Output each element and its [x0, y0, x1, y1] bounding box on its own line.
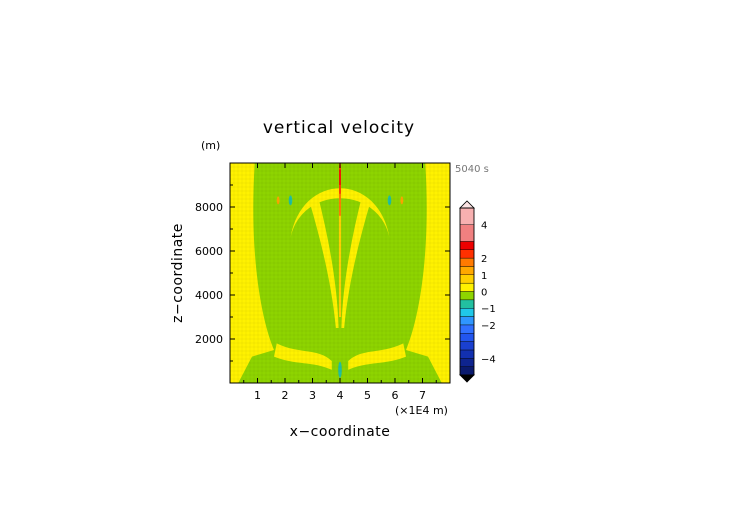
- colorbar-segment: [459, 274, 475, 284]
- colorbar-frame: [459, 207, 475, 376]
- colorbar-segment: [459, 358, 475, 367]
- y-tick-label: 6000: [195, 245, 223, 258]
- chart-title: vertical velocity: [263, 118, 415, 138]
- updraft-spot-right: [400, 196, 404, 205]
- x-tick-label: 5: [364, 389, 371, 402]
- colorbar-segment: [459, 241, 475, 250]
- colorbar-segment: [459, 349, 475, 359]
- colorbar-segment: [459, 341, 475, 351]
- colorbar-segment: [459, 308, 475, 317]
- colorbar-min-arrow: [459, 374, 475, 383]
- x-tick-label: 7: [419, 389, 426, 402]
- colorbar-tick-label: 2: [481, 254, 487, 265]
- yellow-inner-band-left: [309, 196, 339, 328]
- y-tick-label: 4000: [195, 289, 223, 302]
- colorbar-segment: [459, 299, 475, 309]
- x-tick-label: 3: [309, 389, 316, 402]
- colorbar-tick-label: 1: [481, 271, 487, 282]
- colorbar: 4 2 1 0 −1 −2 −4: [459, 200, 496, 383]
- downdraft-spot-right: [387, 195, 392, 206]
- time-label: 5040 s: [455, 164, 489, 175]
- x-tick-label: 4: [337, 389, 344, 402]
- colorbar-tick-label: 0: [481, 288, 487, 299]
- yellow-region-right: [406, 163, 450, 383]
- y-unit-label: (m): [201, 139, 220, 152]
- colorbar-segment: [459, 207, 475, 225]
- yellow-region-left: [230, 163, 274, 383]
- colorbar-segment: [459, 291, 475, 301]
- colorbar-segment: [459, 249, 475, 259]
- colorbar-tick-label: 4: [481, 221, 487, 232]
- colorbar-tick-label: −1: [481, 304, 496, 315]
- updraft-spot-left: [276, 196, 280, 205]
- colorbar-segment: [459, 266, 475, 276]
- y-tick-label: 2000: [195, 333, 223, 346]
- x-axis-label: x−coordinate: [290, 424, 391, 440]
- downdraft-spot-left: [288, 195, 293, 206]
- plot-area: 1 2 3 4 5 6 7 2000 4000 6000 8000: [195, 162, 451, 402]
- colorbar-segment: [459, 366, 475, 376]
- colorbar-tick-label: −4: [481, 354, 496, 365]
- x-tick-label: 2: [282, 389, 289, 402]
- colorbar-segment: [459, 333, 475, 342]
- colorbar-segment: [459, 257, 475, 267]
- y-tick-label: 8000: [195, 201, 223, 214]
- y-ticks: 2000 4000 6000 8000: [195, 184, 450, 362]
- colorbar-segment: [459, 224, 475, 242]
- x-tick-label: 1: [254, 389, 261, 402]
- x-ticks: 1 2 3 4 5 6 7: [243, 163, 437, 402]
- yellow-lower-band-right: [348, 343, 406, 370]
- y-axis-label: z−coordinate: [170, 223, 186, 323]
- colorbar-tick-label: −2: [481, 321, 496, 332]
- colorbar-segment: [459, 316, 475, 326]
- x-unit-label: (×1E4 m): [395, 404, 448, 417]
- yellow-lower-band-left: [274, 343, 332, 370]
- colorbar-segment: [459, 282, 475, 292]
- colorbar-segment: [459, 324, 475, 334]
- downdraft-spot-surface: [338, 361, 342, 378]
- colorbar-max-arrow: [459, 200, 475, 209]
- yellow-inner-band-right: [341, 196, 371, 328]
- updraft-column-weak: [338, 163, 342, 317]
- updraft-core: [339, 169, 341, 185]
- x-tick-label: 6: [392, 389, 399, 402]
